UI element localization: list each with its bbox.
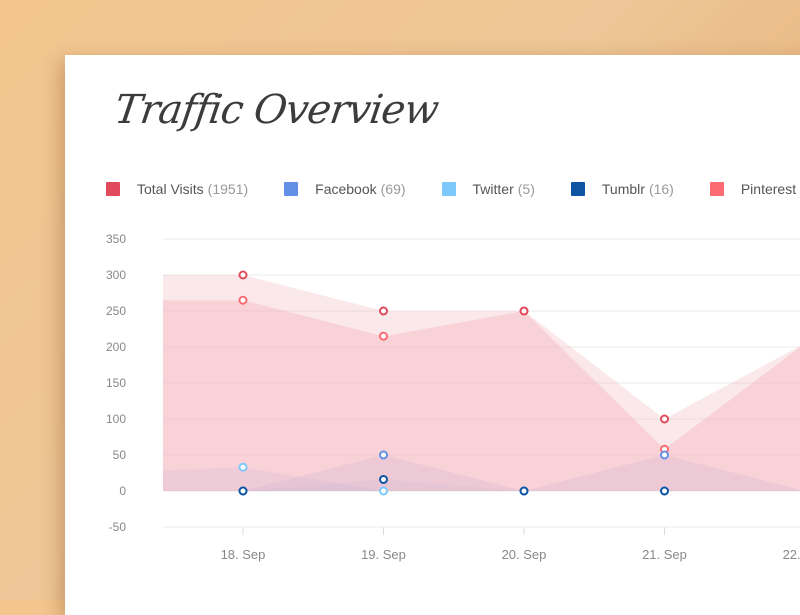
y-tick-label: 200 xyxy=(106,340,126,354)
point-tumblr[interactable] xyxy=(521,488,528,495)
point-twitter[interactable] xyxy=(240,464,247,471)
point-facebook[interactable] xyxy=(380,452,387,459)
point-tumblr[interactable] xyxy=(661,488,668,495)
point-tumblr[interactable] xyxy=(240,488,247,495)
y-tick-label: 300 xyxy=(106,268,126,282)
point-pinterest[interactable] xyxy=(99,297,106,304)
y-tick-label: -50 xyxy=(109,520,127,534)
point-total-visits[interactable] xyxy=(521,308,528,315)
x-tick-label: 22. Sep xyxy=(783,547,800,562)
x-tick-label: 21. Sep xyxy=(642,547,687,562)
point-total-visits[interactable] xyxy=(380,308,387,315)
point-total-visits[interactable] xyxy=(661,416,668,423)
point-tumblr[interactable] xyxy=(99,488,106,495)
point-facebook[interactable] xyxy=(99,488,106,495)
point-total-visits[interactable] xyxy=(99,272,106,279)
x-tick-label: 18. Sep xyxy=(221,547,266,562)
point-twitter[interactable] xyxy=(99,470,106,477)
point-twitter[interactable] xyxy=(380,488,387,495)
y-tick-label: 250 xyxy=(106,304,126,318)
point-facebook[interactable] xyxy=(661,452,668,459)
y-tick-label: 50 xyxy=(113,448,127,462)
y-tick-label: 150 xyxy=(106,376,126,390)
y-tick-label: 0 xyxy=(119,484,126,498)
y-tick-label: 350 xyxy=(106,232,126,246)
point-tumblr[interactable] xyxy=(380,476,387,483)
chart-svg: 350 300 250 200 150 100 50 0 -50 18. Sep 19. Sep 20… xyxy=(0,0,800,600)
point-pinterest[interactable] xyxy=(240,297,247,304)
x-tick-label: 19. Sep xyxy=(361,547,406,562)
x-tick-label: 20. Sep xyxy=(502,547,547,562)
area-pinterest xyxy=(103,300,800,491)
point-pinterest[interactable] xyxy=(380,333,387,340)
point-total-visits[interactable] xyxy=(240,272,247,279)
y-tick-label: 100 xyxy=(106,412,126,426)
